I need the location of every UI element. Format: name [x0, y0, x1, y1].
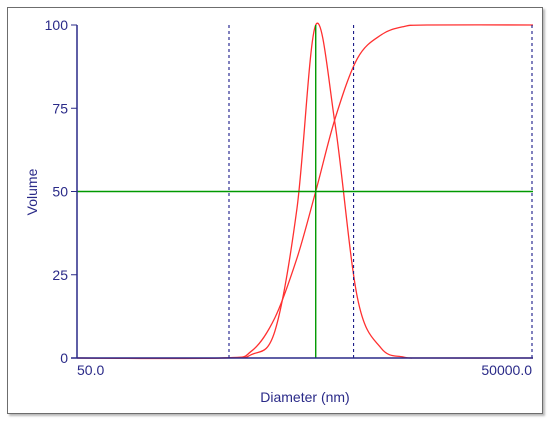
y-tick-label: 25 — [52, 267, 68, 283]
y-tick-label: 0 — [60, 350, 68, 366]
y-tick-label: 50 — [52, 184, 68, 200]
y-axis-title: Volume — [24, 168, 40, 215]
y-tick-label: 75 — [52, 100, 68, 116]
x-axis-title: Diameter (nm) — [260, 389, 349, 405]
cumulative-curve — [76, 24, 534, 360]
distribution-curve — [76, 22, 534, 359]
x-tick-label: 50000.0 — [481, 362, 532, 378]
x-tick-label: 50.0 — [77, 362, 104, 378]
chart-frame — [7, 7, 543, 414]
y-tick-label: 100 — [45, 17, 69, 33]
